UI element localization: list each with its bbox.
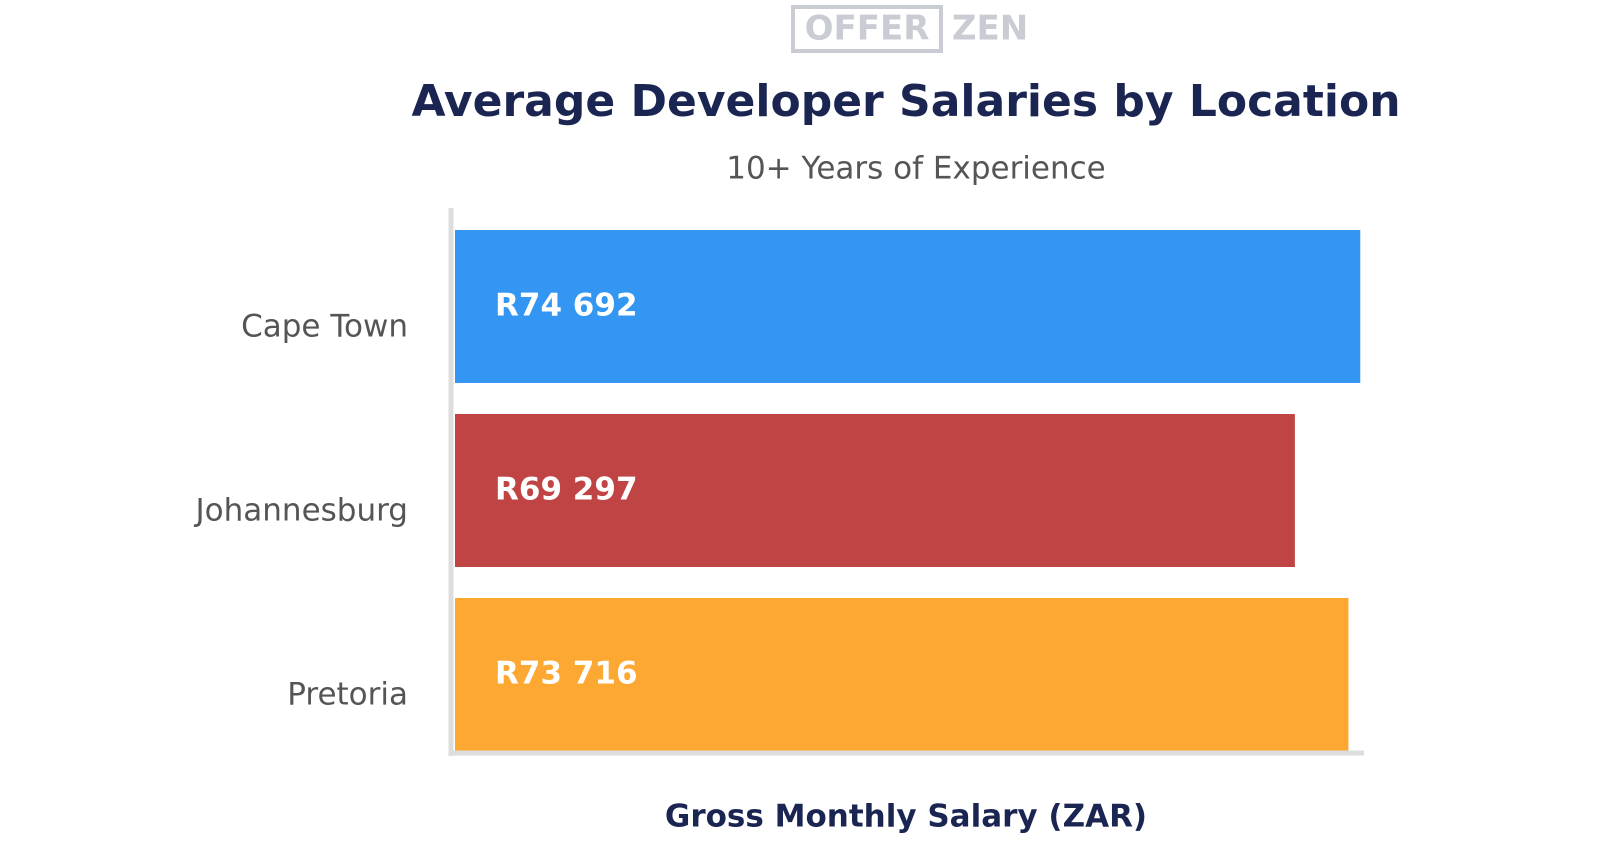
logo-left: OFFER <box>805 9 930 49</box>
bar <box>455 598 1349 751</box>
y-tick-label: Pretoria <box>287 677 408 713</box>
value-label: R69 297 <box>495 472 638 508</box>
y-tick-label: Johannesburg <box>194 493 408 529</box>
value-label: R74 692 <box>495 288 638 324</box>
y-tick-label: Cape Town <box>241 309 408 345</box>
chart-title: Average Developer Salaries by Location <box>411 76 1400 127</box>
bar <box>455 230 1361 383</box>
value-label: R73 716 <box>495 656 638 692</box>
bar <box>455 414 1295 567</box>
logo-right: ZEN <box>952 9 1028 49</box>
x-axis-label: Gross Monthly Salary (ZAR) <box>665 799 1147 835</box>
chart-subtitle: 10+ Years of Experience <box>726 151 1106 187</box>
logo-box <box>791 5 943 53</box>
